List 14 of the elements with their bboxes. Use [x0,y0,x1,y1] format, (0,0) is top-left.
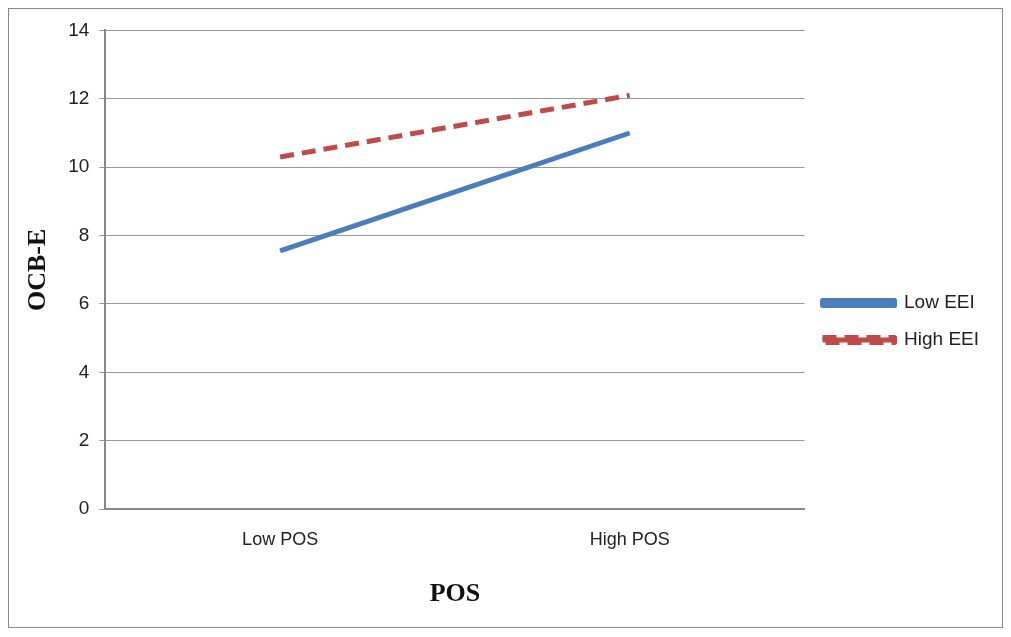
y-tick-label: 0 [78,497,90,519]
y-tick-label: 14 [68,18,90,40]
x-tick-label: Low POS [242,528,319,549]
legend-label: Low EEI [904,291,975,313]
y-tick-label: 2 [78,429,90,451]
y-tick-label: 6 [78,292,90,314]
y-axis-title: OCB-E [22,228,52,311]
y-tick-label: 10 [68,155,90,177]
y-tick-label: 4 [78,360,90,382]
y-tick-label: 8 [78,223,90,245]
legend-label: High EEI [904,328,979,350]
y-tick-label: 12 [68,87,90,109]
x-tick-label: High POS [589,528,670,549]
x-axis-title: POS [429,578,481,608]
